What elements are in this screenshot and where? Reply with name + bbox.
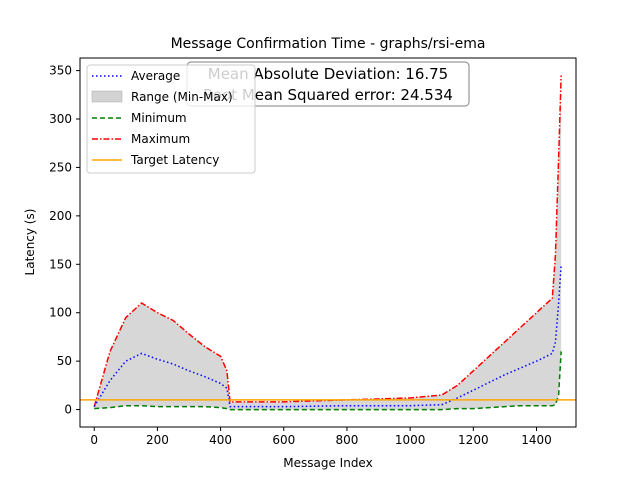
plot-series-group	[80, 75, 576, 411]
legend-label-range: Range (Min-Max)	[131, 90, 233, 104]
series-line-maximum	[93, 75, 562, 407]
y-tick-label: 50	[57, 354, 72, 368]
series-line-minimum	[94, 351, 562, 411]
chart-title: Message Confirmation Time - graphs/rsi-e…	[171, 36, 486, 52]
legend-label-minimum: Minimum	[131, 111, 187, 125]
y-tick-label: 150	[49, 257, 72, 271]
legend-label-maximum: Maximum	[131, 132, 190, 146]
plot-frame	[79, 57, 577, 428]
y-tick-label: 100	[49, 306, 72, 320]
legend-label-target: Target Latency	[130, 153, 219, 167]
x-tick-label: 600	[272, 433, 295, 447]
legend-frame	[86, 64, 256, 174]
y-axis-label: Latency (s)	[23, 209, 37, 276]
x-tick-label: 1400	[521, 433, 552, 447]
stats-box: Mean Absolute Deviation: 16.75 Root Mean…	[186, 61, 470, 107]
x-tick-label: 1000	[395, 433, 426, 447]
legend: Average Range (Min-Max) Minimum Maximum …	[86, 64, 256, 174]
y-tick-label: 300	[49, 112, 72, 126]
y-tick-label: 0	[64, 403, 72, 417]
x-tick-label: 1200	[458, 433, 489, 447]
x-axis-label: Message Index	[283, 456, 372, 470]
x-axis-ticks: 0 200 400 600 800 1000 1200 1400	[90, 427, 552, 447]
x-tick-label: 0	[90, 433, 98, 447]
y-tick-label: 250	[49, 160, 72, 174]
series-line-average	[93, 264, 562, 408]
legend-swatch-range	[91, 90, 123, 103]
stats-line-mad: Mean Absolute Deviation: 16.75	[208, 65, 448, 83]
plot-layer	[80, 75, 576, 411]
y-tick-label: 200	[49, 209, 72, 223]
stats-line-rmse: Root Mean Squared error: 24.534	[203, 86, 453, 104]
y-tick-label: 350	[49, 64, 72, 78]
x-tick-label: 400	[209, 433, 232, 447]
x-tick-label: 200	[146, 433, 169, 447]
series-range-area	[94, 75, 562, 410]
legend-label-average: Average	[131, 69, 180, 83]
x-tick-label: 800	[336, 433, 359, 447]
y-axis-ticks: 0 50 100 150 200 250 300 350	[49, 64, 80, 417]
